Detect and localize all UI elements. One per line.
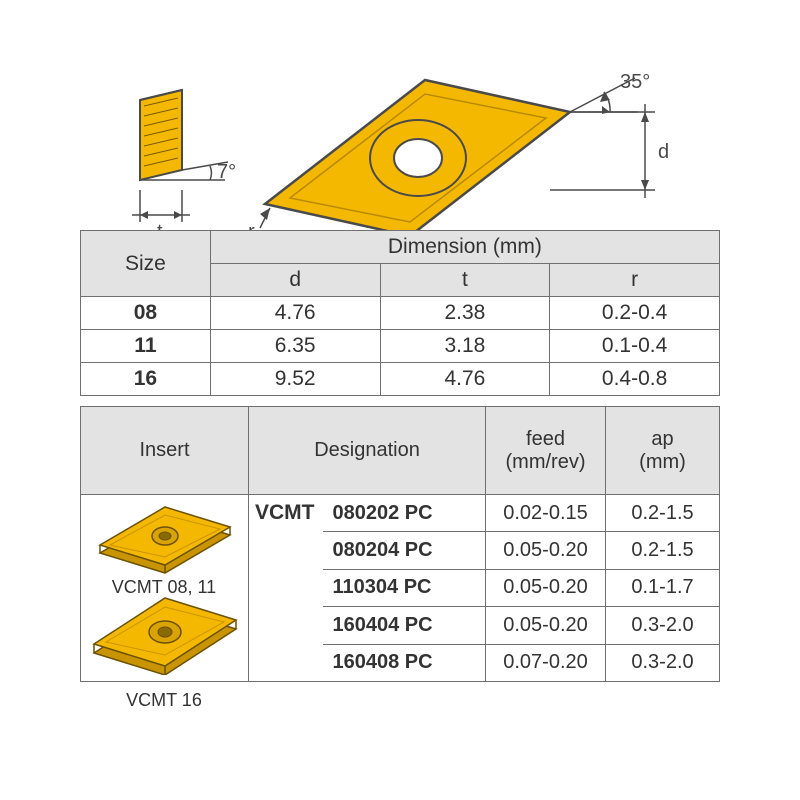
- subcol-r: r: [550, 264, 720, 297]
- col-ap: ap (mm): [606, 407, 720, 495]
- col-dimension: Dimension (mm): [210, 231, 719, 264]
- top-view: r 35° d: [248, 71, 669, 240]
- insert-label-1: VCMT 08, 11: [81, 577, 247, 598]
- insert-label-2: VCMT 16: [80, 690, 248, 711]
- col-feed: feed (mm/rev): [486, 407, 606, 495]
- series-label: VCMT: [255, 501, 315, 524]
- side-profile: 7° t: [132, 90, 236, 240]
- page-container: 7° t r: [0, 0, 800, 800]
- table-row: 08 4.76 2.38 0.2-0.4: [81, 297, 720, 330]
- col-size: Size: [81, 231, 211, 297]
- designation-table: Insert Designation feed (mm/rev) ap (mm): [80, 406, 720, 682]
- angle-7-label: 7°: [217, 161, 236, 183]
- table-row: VCMT 08, 11 VCMT 080202 PC 0.02-0.15 0.2…: [81, 495, 720, 532]
- diagram-area: 7° t r: [110, 70, 690, 230]
- subcol-t: t: [380, 264, 550, 297]
- label-d: d: [658, 141, 669, 163]
- col-designation: Designation: [249, 407, 486, 495]
- table-row: 16 9.52 4.76 0.4-0.8: [81, 363, 720, 396]
- col-insert: Insert: [81, 407, 249, 495]
- subcol-d: d: [210, 264, 380, 297]
- dimension-table: Size Dimension (mm) d t r 08 4.76 2.38 0…: [80, 230, 720, 396]
- insert-images-cell: VCMT 08, 11: [81, 495, 249, 682]
- table-row: 11 6.35 3.18 0.1-0.4: [81, 330, 720, 363]
- insert-diagram-svg: 7° t r: [110, 70, 690, 240]
- angle-35-label: 35°: [620, 71, 650, 93]
